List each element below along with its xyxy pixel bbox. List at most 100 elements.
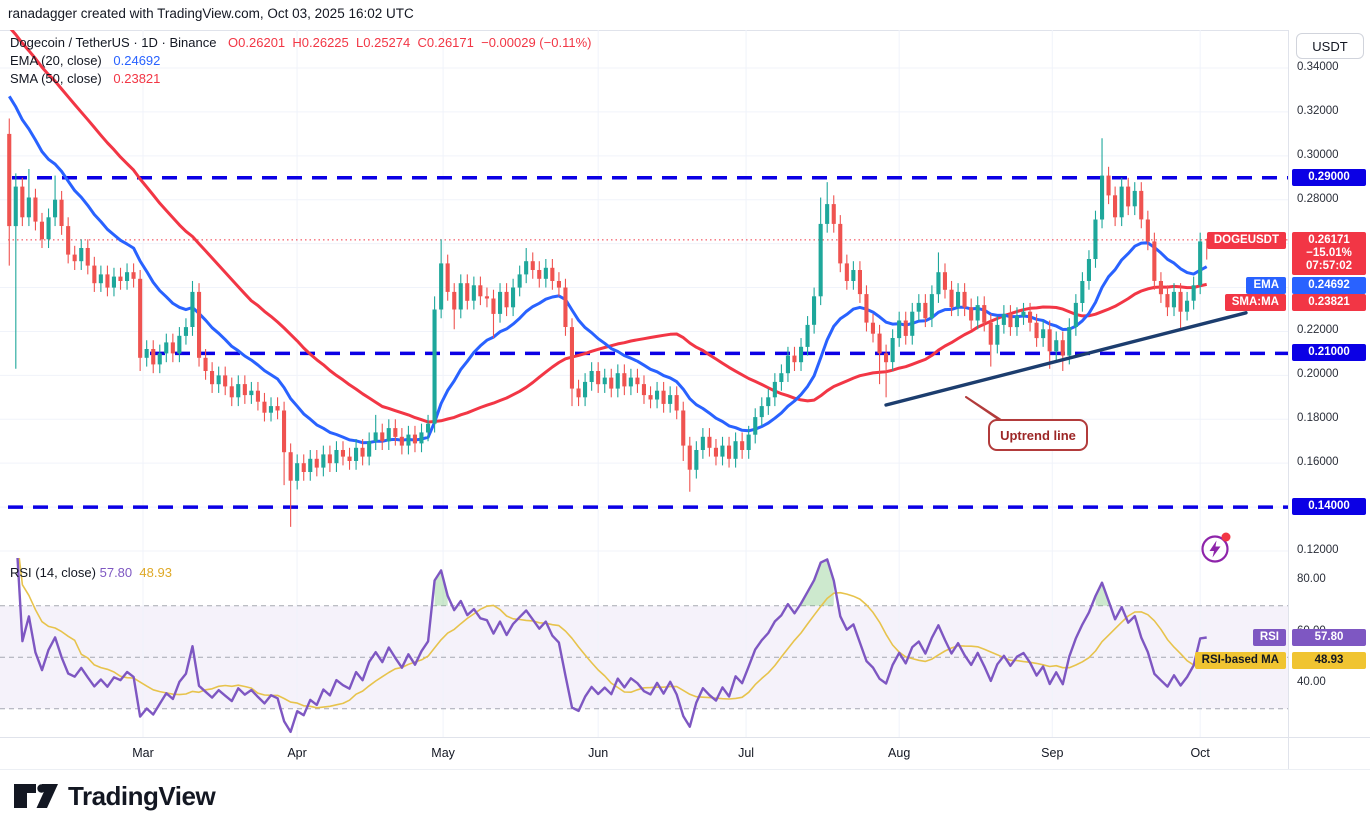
candle [478, 285, 483, 297]
candle [1047, 329, 1052, 352]
rsi-ma-legend-value: 48.93 [139, 565, 172, 580]
candle [609, 377, 614, 389]
candle [419, 432, 424, 444]
candle [236, 384, 241, 398]
ema-legend-row[interactable]: EMA (20, close) 0.24692 [10, 53, 591, 68]
candle [373, 432, 378, 442]
candle [452, 291, 457, 310]
time-axis-label-oct[interactable]: Oct [1190, 746, 1210, 760]
candle [314, 458, 319, 468]
candle [85, 248, 90, 266]
candle [66, 226, 71, 255]
candle [33, 197, 38, 222]
candle [282, 410, 287, 453]
candle [1165, 294, 1170, 308]
candle [1119, 186, 1124, 218]
candle [13, 186, 18, 227]
time-axis-label-jul[interactable]: Jul [738, 746, 755, 760]
candle [1086, 259, 1091, 281]
flash-ideas-icon[interactable] [1199, 529, 1235, 567]
time-axis-label-aug[interactable]: Aug [888, 746, 911, 760]
candle [740, 441, 745, 450]
level-badge-0.21000[interactable]: 0.21000 [1292, 344, 1366, 362]
uptrend-line[interactable] [884, 311, 1248, 407]
candle [223, 375, 228, 387]
currency-toggle-button[interactable]: USDT [1296, 33, 1364, 59]
rsi-ma-badge[interactable]: 48.93 [1292, 652, 1366, 669]
price-tick-0.34000: 0.34000 [1297, 61, 1339, 73]
candle [484, 296, 489, 299]
time-axis-label-sep[interactable]: Sep [1041, 746, 1064, 760]
rsi-chart-canvas[interactable] [0, 558, 1288, 737]
sma-legend-row[interactable]: SMA (50, close) 0.23821 [10, 71, 591, 86]
candle [1014, 316, 1019, 328]
candle [897, 320, 902, 339]
candle [1021, 311, 1026, 317]
header-divider [0, 30, 1370, 31]
candle [1139, 190, 1144, 220]
time-axis-label-jun[interactable]: Jun [588, 746, 609, 760]
candle [838, 223, 843, 264]
candle [46, 217, 51, 240]
candle [458, 283, 463, 310]
level-badge-0.29000[interactable]: 0.29000 [1292, 168, 1366, 186]
notification-dot [1221, 532, 1231, 542]
rsi-legend[interactable]: RSI (14, close) 57.80 48.93 [10, 565, 172, 580]
candle [746, 434, 751, 450]
level-badge-0.14000[interactable]: 0.14000 [1292, 498, 1366, 516]
ohlc-change: −0.00029 (−0.11%) [481, 35, 592, 50]
candle [988, 322, 993, 345]
candle [969, 307, 974, 321]
candle [753, 417, 758, 435]
candle [576, 388, 581, 398]
candle [98, 274, 103, 284]
candle [380, 432, 385, 442]
candle [118, 276, 123, 281]
symbol-title[interactable]: Dogecoin / TetherUS · 1D · Binance [10, 35, 217, 50]
price-badge[interactable]: 0.26171 −15.01% 07:57:02 [1292, 231, 1366, 275]
candle [1191, 285, 1196, 301]
candle [713, 447, 718, 457]
candle [445, 263, 450, 292]
price-badge-pct: −15.01% [1306, 246, 1352, 259]
candle [583, 381, 588, 398]
footer: TradingView [12, 779, 216, 813]
tradingview-logo-icon[interactable] [12, 779, 60, 813]
uptrend-callout[interactable]: Uptrend line [988, 419, 1088, 451]
candle [779, 373, 784, 382]
candle [602, 377, 607, 385]
candle [1060, 340, 1065, 356]
axis-divider [0, 737, 1370, 738]
candle [844, 263, 849, 281]
time-axis[interactable]: Mar Apr May Jun Jul Aug Sep Oct [0, 738, 1288, 769]
candle [399, 436, 404, 446]
candle [949, 289, 954, 308]
candle [360, 447, 365, 457]
tradingview-logo-text[interactable]: TradingView [68, 780, 216, 811]
candle [190, 291, 195, 327]
rsi-ma-line[interactable] [16, 558, 1207, 709]
price-axis[interactable]: USDT 0.34000 0.32000 0.30000 0.28000 0.22000… [1288, 30, 1370, 769]
candle [707, 436, 712, 448]
time-axis-label-apr[interactable]: Apr [287, 746, 307, 760]
ema-badge[interactable]: 0.24692 [1292, 277, 1366, 294]
rsi-legend-label: RSI (14, close) [10, 565, 96, 580]
candle [1145, 219, 1150, 242]
price-tick-0.18000: 0.18000 [1297, 412, 1339, 425]
time-axis-label-may[interactable]: May [431, 746, 455, 760]
rsi-badge[interactable]: 57.80 [1292, 629, 1366, 647]
candle [216, 375, 221, 385]
candle [556, 281, 561, 288]
candle [1028, 311, 1033, 323]
candle [720, 445, 725, 457]
candle [26, 197, 31, 218]
candle [39, 221, 44, 240]
sma-badge[interactable]: 0.23821 [1292, 294, 1366, 311]
candle [851, 270, 856, 281]
ema-line[interactable] [8, 95, 1208, 445]
price-chart-canvas[interactable] [0, 30, 1288, 558]
rsi-line[interactable] [16, 558, 1207, 734]
time-axis-label-mar[interactable]: Mar [132, 746, 154, 760]
candle [210, 371, 215, 385]
candle [432, 309, 437, 424]
